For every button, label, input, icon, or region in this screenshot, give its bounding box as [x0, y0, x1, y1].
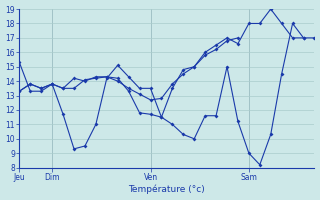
X-axis label: Température (°c): Température (°c) — [129, 185, 205, 194]
